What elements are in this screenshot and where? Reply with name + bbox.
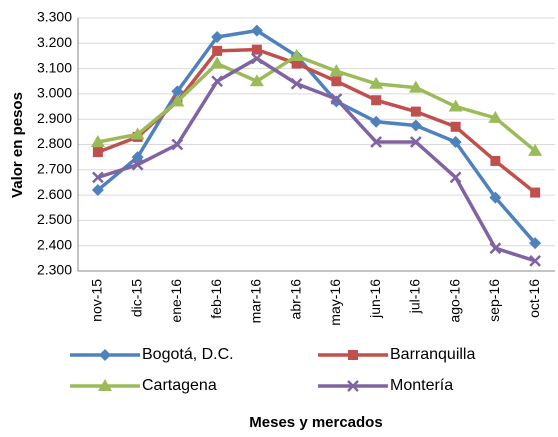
data-point [409, 136, 422, 148]
legend-label: Montería [390, 377, 453, 394]
data-point [92, 147, 103, 158]
legend-marker [98, 379, 112, 391]
y-axis-title: Valor en pesos [9, 92, 26, 198]
y-tick-label: 3.300 [37, 9, 72, 25]
x-tick-label: abr-16 [287, 279, 303, 320]
y-tick-label: 2.700 [37, 161, 72, 177]
legend-label: Cartagena [142, 377, 217, 394]
y-tick-label: 3.100 [37, 59, 72, 75]
data-point [329, 64, 344, 77]
data-point [250, 24, 263, 37]
data-point [251, 44, 262, 55]
data-point [448, 99, 463, 112]
data-point [529, 254, 542, 267]
data-point [490, 155, 501, 166]
x-tick-label: nov-15 [89, 279, 105, 322]
data-point [409, 119, 422, 132]
data-point [410, 106, 421, 117]
data-point [212, 45, 223, 56]
data-point [488, 110, 503, 123]
data-point [210, 56, 225, 69]
data-point [211, 30, 224, 43]
x-tick-label: oct-16 [526, 279, 542, 318]
y-tick-label: 2.400 [37, 236, 72, 252]
data-point [289, 48, 304, 61]
data-point [331, 76, 342, 87]
data-point [449, 171, 462, 184]
data-point [330, 93, 343, 105]
data-point [370, 136, 383, 148]
data-point [171, 85, 184, 98]
data-point [90, 134, 105, 147]
data-point [171, 138, 184, 151]
data-point [370, 115, 383, 128]
x-tick-label: ene-16 [168, 279, 184, 323]
y-tick-label: 2.300 [37, 262, 72, 278]
y-tick-label: 2.600 [37, 186, 72, 202]
x-tick-label: feb-16 [208, 279, 224, 319]
series-line [96, 28, 537, 245]
legend-label: Bogotá, D.C. [142, 346, 234, 363]
data-point [528, 143, 543, 156]
x-tick-label: dic-15 [128, 279, 144, 317]
data-point [450, 121, 461, 132]
series-line [97, 54, 537, 153]
data-point [249, 74, 264, 87]
x-axis-title: Meses y mercados [249, 414, 382, 431]
legend-marker [348, 350, 358, 360]
data-point [408, 80, 423, 93]
data-point [369, 76, 384, 89]
data-point [290, 77, 303, 90]
x-tick-label: sep-16 [486, 279, 502, 322]
y-tick-label: 3.000 [37, 85, 72, 101]
y-tick-label: 2.500 [37, 211, 72, 227]
data-point [291, 58, 302, 69]
x-tick-label: mar-16 [248, 279, 264, 324]
data-point [449, 135, 462, 148]
data-point [130, 127, 145, 140]
legend-marker [347, 380, 359, 392]
series-line [97, 47, 537, 194]
legend-label: Barranquilla [390, 346, 475, 363]
x-tick-label: jul-16 [407, 279, 423, 314]
series-line [97, 56, 536, 263]
y-tick-label: 3.200 [37, 34, 72, 50]
data-point [529, 237, 542, 250]
data-point [250, 52, 263, 65]
x-tick-label: may-16 [327, 279, 343, 326]
y-tick-label: 2.800 [37, 135, 72, 151]
x-tick-label: ago-16 [446, 279, 462, 323]
data-point [489, 191, 502, 204]
data-point [211, 75, 224, 88]
data-point [170, 94, 185, 107]
x-tick-label: jun-16 [367, 279, 383, 319]
legend-marker [99, 349, 111, 361]
data-point [91, 184, 104, 197]
data-point [131, 158, 144, 171]
data-point [489, 242, 502, 255]
data-point [371, 95, 382, 106]
y-tick-label: 2.900 [37, 110, 72, 126]
data-point [530, 187, 541, 198]
data-point [91, 171, 104, 184]
